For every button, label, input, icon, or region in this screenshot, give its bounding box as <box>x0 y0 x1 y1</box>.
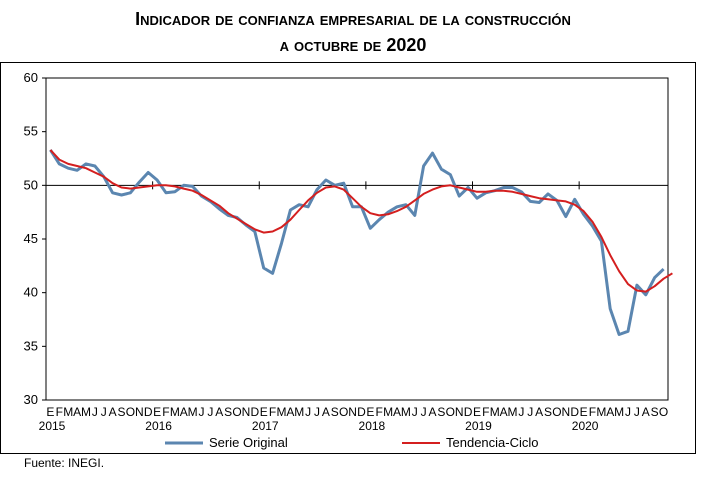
month-tick-label: O <box>232 405 241 419</box>
month-tick-label: F <box>376 405 383 419</box>
year-tick-label: 2020 <box>572 419 599 433</box>
month-tick-label: E <box>260 405 268 419</box>
month-tick-label: S <box>331 405 339 419</box>
month-tick-label: M <box>294 405 304 419</box>
year-tick-label: 2016 <box>145 419 172 433</box>
month-tick-label: A <box>393 405 401 419</box>
month-tick-label: E <box>473 405 481 419</box>
y-tick-label: 55 <box>24 124 38 139</box>
month-tick-label: A <box>109 405 117 419</box>
month-tick-label: O <box>552 405 561 419</box>
month-tick-label: A <box>642 405 650 419</box>
month-tick-label: F <box>56 405 63 419</box>
month-tick-label: F <box>482 405 489 419</box>
month-tick-label: S <box>118 405 126 419</box>
y-tick-label: 60 <box>24 70 38 85</box>
month-tick-label: N <box>242 405 251 419</box>
month-tick-label: N <box>561 405 570 419</box>
month-tick-label: F <box>269 405 276 419</box>
month-tick-label: D <box>464 405 473 419</box>
month-tick-label: M <box>63 405 73 419</box>
source-note: Fuente: INEGI. <box>24 456 105 470</box>
y-tick-label: 35 <box>24 338 38 353</box>
month-tick-label: J <box>305 405 311 419</box>
month-tick-label: J <box>92 405 98 419</box>
month-tick-label: J <box>625 405 631 419</box>
month-tick-label: M <box>614 405 624 419</box>
month-tick-label: J <box>634 405 640 419</box>
chart-title-line2: a octubre de 2020 <box>279 35 427 55</box>
series-line-serie-original <box>49 149 665 336</box>
month-tick-label: M <box>170 405 180 419</box>
month-tick-label: A <box>73 405 81 419</box>
month-tick-label: M <box>596 405 606 419</box>
year-tick-label: 2019 <box>465 419 492 433</box>
y-tick-label: 45 <box>24 231 38 246</box>
month-tick-label: M <box>383 405 393 419</box>
month-tick-label: J <box>527 405 533 419</box>
year-tick-label: 2017 <box>252 419 279 433</box>
month-tick-label: D <box>144 405 153 419</box>
month-tick-label: E <box>366 405 374 419</box>
month-tick-label: A <box>180 405 188 419</box>
month-tick-label: S <box>437 405 445 419</box>
y-tick-label: 40 <box>24 285 38 300</box>
month-tick-label: D <box>357 405 366 419</box>
month-tick-label: J <box>412 405 418 419</box>
month-tick-label: A <box>606 405 614 419</box>
month-tick-label: E <box>580 405 588 419</box>
year-tick-label: 2015 <box>39 419 66 433</box>
month-tick-label: N <box>348 405 357 419</box>
legend-label: Serie Original <box>209 435 288 450</box>
month-tick-label: O <box>659 405 668 419</box>
month-tick-label: M <box>401 405 411 419</box>
month-tick-label: A <box>215 405 223 419</box>
month-tick-label: M <box>490 405 500 419</box>
month-tick-label: F <box>162 405 169 419</box>
month-tick-label: O <box>446 405 455 419</box>
series-line-tendencia-ciclo <box>49 149 673 293</box>
month-tick-label: D <box>250 405 259 419</box>
month-tick-label: S <box>651 405 659 419</box>
chart-title: Indicador de confianza empresarial de la… <box>0 6 706 58</box>
month-tick-label: J <box>199 405 205 419</box>
month-tick-label: N <box>455 405 464 419</box>
marks-group <box>49 149 673 336</box>
month-tick-label: A <box>286 405 294 419</box>
y-tick-label: 50 <box>24 177 38 192</box>
legend-label: Tendencia-Ciclo <box>446 435 539 450</box>
plot-area <box>45 77 669 401</box>
month-tick-label: M <box>276 405 286 419</box>
month-tick-label: D <box>570 405 579 419</box>
month-tick-label: F <box>589 405 596 419</box>
month-tick-label: A <box>500 405 508 419</box>
year-tick-label: 2018 <box>359 419 386 433</box>
chart-title-line1: Indicador de confianza empresarial de la… <box>135 9 571 29</box>
month-tick-label: J <box>518 405 524 419</box>
month-tick-label: J <box>207 405 213 419</box>
month-tick-label: E <box>46 405 54 419</box>
chart-frame <box>0 62 696 454</box>
month-tick-label: A <box>429 405 437 419</box>
month-tick-label: J <box>101 405 107 419</box>
month-tick-label: S <box>224 405 232 419</box>
month-tick-label: O <box>126 405 135 419</box>
month-tick-label: O <box>339 405 348 419</box>
month-tick-label: M <box>508 405 518 419</box>
month-tick-label: M <box>81 405 91 419</box>
month-tick-label: J <box>314 405 320 419</box>
month-tick-label: J <box>421 405 427 419</box>
month-tick-label: A <box>322 405 330 419</box>
month-tick-label: N <box>135 405 144 419</box>
month-tick-label: M <box>188 405 198 419</box>
month-tick-label: A <box>535 405 543 419</box>
month-tick-label: S <box>544 405 552 419</box>
legend-group: Serie Original Tendencia-Ciclo <box>165 435 539 450</box>
y-tick-label: 30 <box>24 392 38 407</box>
month-tick-label: E <box>153 405 161 419</box>
